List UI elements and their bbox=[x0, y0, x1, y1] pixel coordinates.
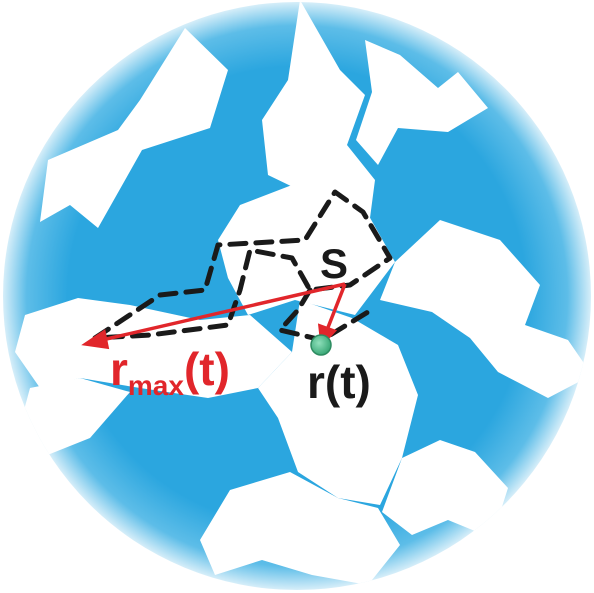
particle bbox=[310, 334, 332, 356]
position-label-suffix: (t) bbox=[325, 356, 371, 408]
pore-lower-center bbox=[258, 300, 418, 505]
trajectory-path bbox=[92, 189, 393, 343]
pore-network bbox=[15, 2, 591, 585]
rmax-arrowhead bbox=[81, 329, 110, 350]
origin-label: S bbox=[320, 240, 348, 287]
pore-bottom bbox=[200, 472, 400, 585]
pore-lower-left bbox=[20, 378, 130, 458]
r-vector bbox=[325, 283, 347, 331]
pore-right bbox=[380, 220, 591, 398]
rmax-vector bbox=[101, 282, 346, 342]
pore-left-arm bbox=[15, 298, 292, 398]
pore-bottom-right bbox=[382, 440, 508, 538]
position-label-main: r bbox=[307, 356, 325, 408]
rmax-label-sub: max bbox=[128, 370, 184, 401]
pore-top bbox=[262, 2, 375, 218]
pore-top-right bbox=[356, 40, 488, 165]
pore-top-left bbox=[40, 28, 228, 228]
rmax-label: rmax(t) bbox=[110, 343, 230, 401]
rmax-label-suffix: (t) bbox=[184, 343, 230, 395]
position-label: r(t) bbox=[307, 356, 371, 408]
pore-center bbox=[218, 180, 395, 315]
rmax-label-main: r bbox=[110, 343, 128, 395]
